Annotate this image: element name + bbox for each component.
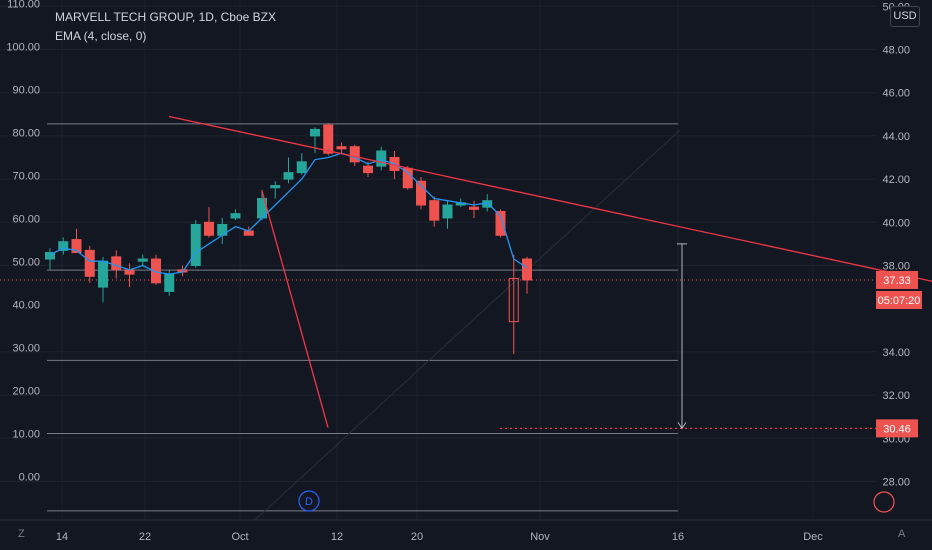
x-axis-label: Nov bbox=[530, 531, 550, 543]
x-axis-label: Oct bbox=[231, 531, 248, 543]
indicator-label[interactable]: EMA (4, close, 0) bbox=[55, 29, 147, 43]
countdown-text: 05:07:20 bbox=[878, 295, 921, 307]
x-axis-label: Dec bbox=[803, 531, 823, 543]
currency-button[interactable]: USD bbox=[890, 6, 920, 27]
x-axis-label: 12 bbox=[331, 531, 343, 543]
right-axis-label: 48.00 bbox=[882, 45, 910, 57]
candle-body[interactable] bbox=[336, 146, 347, 150]
candle-body[interactable] bbox=[349, 146, 360, 163]
x-axis-label: 22 bbox=[139, 531, 151, 543]
target-price-tag bbox=[876, 419, 918, 438]
drawings bbox=[168, 115, 932, 430]
decor-diagonal bbox=[254, 129, 681, 521]
right-axis-label: 40.00 bbox=[882, 217, 910, 229]
right-axis-label: 34.00 bbox=[882, 347, 910, 359]
candle-body[interactable] bbox=[190, 223, 201, 267]
candle-body[interactable] bbox=[71, 239, 82, 254]
left-axis-label: 70.00 bbox=[12, 171, 40, 183]
candle-body[interactable] bbox=[98, 260, 108, 288]
grid bbox=[0, 0, 876, 520]
right-axis-label: 38.00 bbox=[882, 261, 910, 273]
left-axis-label: 50.00 bbox=[12, 257, 40, 269]
symbol-title[interactable]: MARVELL TECH GROUP, 1D, Cboe BZX bbox=[55, 10, 276, 24]
candle-body[interactable] bbox=[45, 252, 55, 260]
dividend-marker-label: D bbox=[305, 496, 313, 508]
candle-body[interactable] bbox=[429, 200, 440, 221]
dividend-marker[interactable] bbox=[298, 490, 320, 512]
candle-body[interactable] bbox=[283, 172, 294, 180]
faint-diagonal bbox=[254, 129, 681, 521]
candle-body[interactable] bbox=[296, 161, 307, 174]
candle-body[interactable] bbox=[363, 165, 373, 174]
candle-body[interactable] bbox=[469, 206, 479, 210]
trendline-2[interactable] bbox=[261, 189, 329, 428]
candle-body[interactable] bbox=[84, 249, 95, 277]
right-axis-label: 44.00 bbox=[882, 131, 910, 143]
candle-body[interactable] bbox=[495, 211, 506, 236]
candle-body[interactable] bbox=[442, 204, 453, 219]
left-axis-label: 60.00 bbox=[12, 214, 40, 226]
zoom-corner-button[interactable]: Z bbox=[18, 528, 25, 540]
current-price-tag bbox=[876, 270, 918, 289]
candle-body[interactable] bbox=[164, 273, 175, 292]
event-marker-right[interactable] bbox=[873, 491, 895, 513]
candle-body[interactable] bbox=[111, 256, 122, 271]
ema-line bbox=[49, 152, 528, 275]
left-axis-label: 10.00 bbox=[12, 429, 40, 441]
left-axis-label: 90.00 bbox=[12, 85, 40, 97]
left-axis-label: 20.00 bbox=[12, 386, 40, 398]
candle-body[interactable] bbox=[270, 185, 281, 189]
candle-body[interactable] bbox=[151, 258, 161, 284]
candle-body[interactable] bbox=[522, 258, 532, 281]
candle-body[interactable] bbox=[508, 277, 519, 323]
right-axis-label: 42.00 bbox=[882, 174, 910, 186]
candle-body[interactable] bbox=[416, 180, 426, 206]
left-axis-label: 80.00 bbox=[12, 128, 40, 140]
countdown-tag bbox=[876, 290, 922, 309]
target-price-text: 30.46 bbox=[883, 423, 911, 435]
candle-body[interactable] bbox=[230, 213, 241, 219]
left-axis-label: 110.00 bbox=[7, 0, 40, 11]
left-axis-label: 0.00 bbox=[19, 472, 40, 484]
horizontal-levels bbox=[0, 123, 876, 512]
auto-scale-button[interactable]: A bbox=[898, 528, 906, 540]
x-axis-label: 20 bbox=[411, 531, 423, 543]
chart-legend[interactable]: MARVELL TECH GROUP, 1D, Cboe BZX EMA (4,… bbox=[55, 8, 276, 46]
right-axis-label: 46.00 bbox=[882, 88, 910, 100]
candle-body[interactable] bbox=[137, 258, 148, 262]
measure-arrow bbox=[677, 422, 687, 430]
candlesticks bbox=[45, 122, 532, 355]
right-axis-label: 28.00 bbox=[882, 477, 910, 489]
x-axis-label: 16 bbox=[672, 531, 684, 543]
left-axis-label: 30.00 bbox=[12, 343, 40, 355]
x-axis-label: 14 bbox=[56, 531, 68, 543]
trendline-1[interactable] bbox=[168, 115, 932, 345]
candle-body[interactable] bbox=[310, 128, 320, 137]
price-tags: 37.33 05:07:20 30.46 bbox=[876, 270, 922, 438]
current-price-text: 37.33 bbox=[883, 275, 911, 287]
candle-body[interactable] bbox=[204, 221, 214, 236]
candle-body[interactable] bbox=[323, 124, 334, 154]
ema-line-path bbox=[49, 152, 528, 275]
candle-body[interactable] bbox=[58, 241, 69, 251]
right-axis-label: 32.00 bbox=[882, 390, 910, 402]
candle-body[interactable] bbox=[376, 150, 387, 167]
left-axis-label: 40.00 bbox=[12, 300, 40, 312]
left-axis-label: 100.00 bbox=[6, 42, 40, 54]
